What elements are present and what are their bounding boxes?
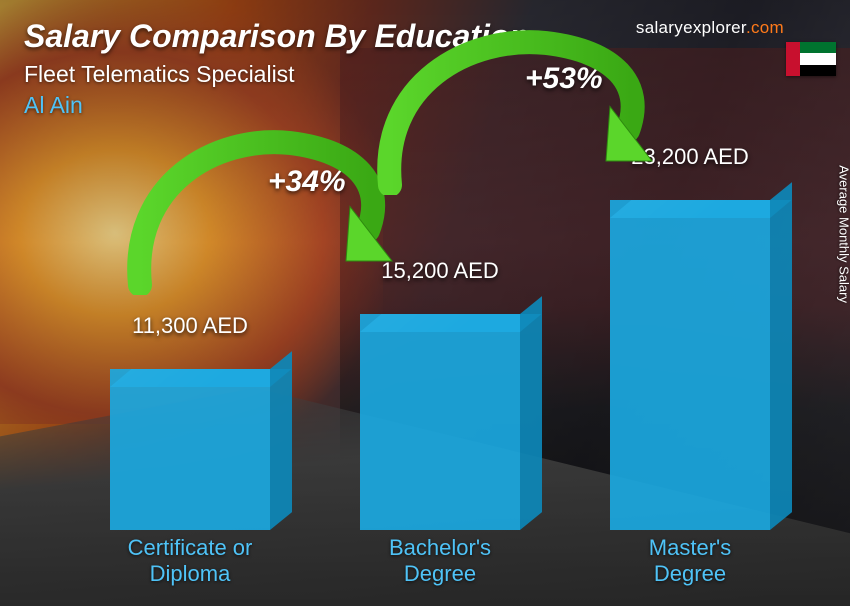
bar-value-label: 11,300 AED bbox=[100, 313, 280, 339]
bar-front-face bbox=[110, 369, 270, 530]
flag-white-stripe bbox=[800, 53, 836, 64]
bar-3d bbox=[610, 200, 770, 530]
bar-front-face bbox=[610, 200, 770, 530]
bar-front-face bbox=[360, 314, 520, 530]
bar-side-face bbox=[770, 182, 792, 530]
bar-category-label: Master'sDegree bbox=[580, 535, 800, 586]
bar-side-face bbox=[270, 351, 292, 530]
bar-category-label: Bachelor'sDegree bbox=[330, 535, 550, 586]
bar-3d bbox=[110, 369, 270, 530]
bar-side-face bbox=[520, 296, 542, 530]
flag-green-stripe bbox=[800, 42, 836, 53]
bar-group: 23,200 AEDMaster'sDegree bbox=[600, 144, 780, 530]
bar-category-label: Certificate orDiploma bbox=[80, 535, 300, 586]
y-axis-label: Average Monthly Salary bbox=[837, 165, 850, 303]
increase-arrow bbox=[360, 25, 670, 195]
bar-group: 11,300 AEDCertificate orDiploma bbox=[100, 313, 280, 530]
bar-3d bbox=[360, 314, 520, 530]
arrow-icon bbox=[360, 25, 670, 195]
bar-group: 15,200 AEDBachelor'sDegree bbox=[350, 258, 530, 530]
brand-suffix: .com bbox=[746, 18, 784, 37]
content-root: Salary Comparison By Education Fleet Tel… bbox=[0, 0, 850, 606]
flag-icon bbox=[786, 42, 836, 76]
flag-black-stripe bbox=[800, 65, 836, 76]
flag-red-stripe bbox=[786, 42, 800, 76]
